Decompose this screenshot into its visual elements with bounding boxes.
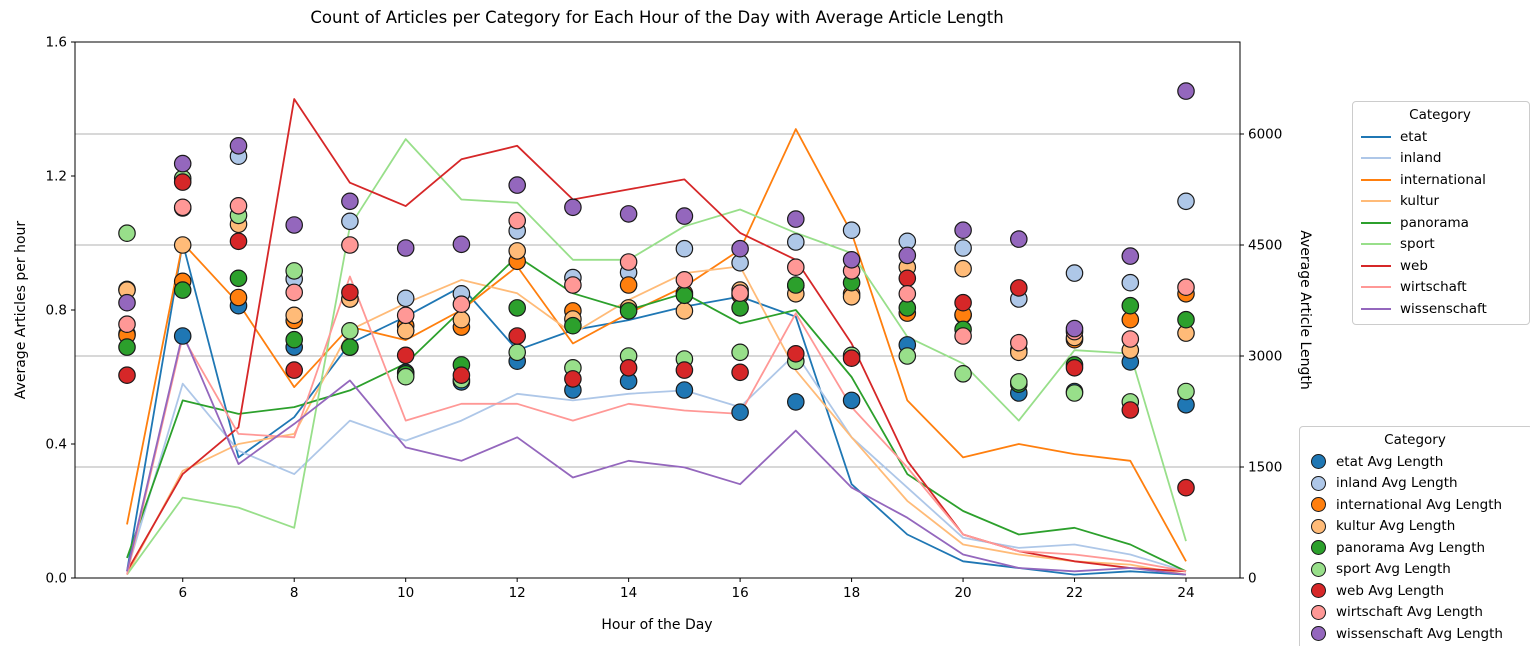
legend-item-label: kultur: [1400, 193, 1440, 210]
x-tick-label: 8: [290, 585, 299, 601]
line-series-international: [126, 128, 1187, 562]
x-tick-label: 14: [620, 585, 637, 601]
legend-item-label: inland Avg Length: [1336, 475, 1458, 492]
legend-item-web: web Avg Length: [1308, 580, 1522, 602]
y-right-tick-label: 3000: [1248, 349, 1282, 365]
legend-item-international: international: [1361, 169, 1519, 191]
line-swatch-icon: [1361, 178, 1391, 181]
marker-swatch-icon: [1311, 497, 1326, 513]
x-tick-label: 18: [843, 585, 860, 601]
legend-item-etat: etat: [1361, 126, 1519, 148]
y-left-tick-label: 0.4: [46, 437, 67, 453]
legend-item-label: panorama Avg Length: [1336, 539, 1486, 556]
scatter-series-web: [118, 173, 1195, 497]
legend-item-wissenschaft: wissenschaft: [1361, 298, 1519, 320]
scatter-series-sport: [118, 169, 1195, 411]
marker-swatch-icon: [1311, 475, 1326, 491]
y-left-tick-label: 1.6: [46, 35, 67, 51]
legend-item-label: web Avg Length: [1336, 582, 1445, 599]
x-tick-label: 20: [954, 585, 971, 601]
y-left-axis-label: Average Articles per hour: [13, 221, 29, 400]
x-tick-label: 24: [1177, 585, 1194, 601]
y-right-axis-label: Average Article Length: [1297, 230, 1313, 390]
legend-item-sport: sport Avg Length: [1308, 559, 1522, 581]
legend-scatter-title: Category: [1384, 432, 1446, 448]
legend-item-label: wissenschaft Avg Length: [1336, 625, 1503, 642]
legend-item-web: web: [1361, 255, 1519, 277]
legend-item-label: etat Avg Length: [1336, 453, 1444, 470]
line-swatch-icon: [1361, 157, 1391, 160]
legend-item-panorama: panorama: [1361, 212, 1519, 234]
line-series-inland: [126, 352, 1187, 573]
scatter-series-wissenschaft: [118, 82, 1195, 338]
line-swatch-icon: [1361, 307, 1391, 310]
x-tick-label: 16: [732, 585, 749, 601]
scatter-series-wirtschaft: [118, 197, 1195, 352]
legend-item-international: international Avg Length: [1308, 494, 1522, 516]
line-swatch-icon: [1361, 221, 1391, 224]
legend-lines: Category etat inland international kultur pa…: [1352, 101, 1530, 325]
y-right-tick-label: 6000: [1248, 127, 1282, 143]
legend-item-kultur: kultur: [1361, 191, 1519, 213]
line-swatch-icon: [1361, 286, 1391, 289]
y-left-tick-label: 0.0: [46, 571, 67, 587]
legend-item-wirtschaft: wirtschaft Avg Length: [1308, 602, 1522, 624]
legend-item-etat: etat Avg Length: [1308, 451, 1522, 473]
line-series-panorama: [126, 255, 1187, 573]
scatter-series-panorama: [118, 269, 1195, 393]
legend-scatter: Category etat Avg Length inland Avg Lengt…: [1299, 426, 1530, 646]
line-swatch-icon: [1361, 243, 1391, 246]
line-swatch-icon: [1361, 200, 1391, 203]
x-axis-label: Hour of the Day: [601, 617, 712, 633]
marker-swatch-icon: [1311, 540, 1326, 556]
legend-item-label: sport: [1400, 236, 1435, 253]
marker-swatch-icon: [1311, 454, 1326, 470]
x-tick-label: 10: [397, 585, 414, 601]
x-tick-label: 6: [178, 585, 187, 601]
legend-item-panorama: panorama Avg Length: [1308, 537, 1522, 559]
legend-item-kultur: kultur Avg Length: [1308, 516, 1522, 538]
line-series-wirtschaft: [126, 275, 1187, 575]
legend-item-wirtschaft: wirtschaft: [1361, 277, 1519, 299]
legend-item-wissenschaft: wissenschaft Avg Length: [1308, 623, 1522, 645]
legend-item-label: etat: [1400, 128, 1428, 145]
marker-swatch-icon: [1311, 626, 1326, 642]
marker-swatch-icon: [1311, 604, 1326, 620]
legend-item-label: international: [1400, 171, 1486, 188]
y-left-tick-label: 1.2: [46, 169, 67, 185]
legend-item-inland: inland: [1361, 148, 1519, 170]
legend-lines-title: Category: [1409, 107, 1471, 123]
legend-item-inland: inland Avg Length: [1308, 473, 1522, 495]
line-series-wissenschaft: [126, 332, 1187, 576]
marker-swatch-icon: [1311, 561, 1326, 577]
legend-item-label: web: [1400, 257, 1428, 274]
y-right-tick-label: 0: [1248, 571, 1257, 587]
legend-item-label: sport Avg Length: [1336, 561, 1451, 578]
legend-item-sport: sport: [1361, 234, 1519, 256]
scatter-series-kultur: [118, 215, 1195, 362]
legend-item-label: wirtschaft Avg Length: [1336, 604, 1483, 621]
x-tick-label: 22: [1066, 585, 1083, 601]
chart-title: Count of Articles per Category for Each …: [310, 8, 1003, 27]
line-swatch-icon: [1361, 264, 1391, 267]
y-left-tick-label: 0.8: [46, 303, 67, 319]
scatter-series-international: [118, 252, 1195, 359]
legend-item-label: kultur Avg Length: [1336, 518, 1456, 535]
marker-swatch-icon: [1311, 518, 1326, 534]
scatter-series-inland: [118, 147, 1195, 308]
line-series-web: [126, 98, 1187, 573]
y-right-tick-label: 4500: [1248, 238, 1282, 254]
line-series-sport: [126, 138, 1187, 576]
legend-item-label: panorama: [1400, 214, 1469, 231]
y-right-tick-label: 1500: [1248, 460, 1282, 476]
legend-item-label: wirtschaft: [1400, 279, 1467, 296]
legend-item-label: international Avg Length: [1336, 496, 1503, 513]
legend-item-label: inland: [1400, 150, 1442, 167]
legend-item-label: wissenschaft: [1400, 300, 1487, 317]
marker-swatch-icon: [1311, 583, 1326, 599]
x-tick-label: 12: [509, 585, 526, 601]
line-swatch-icon: [1361, 135, 1391, 138]
